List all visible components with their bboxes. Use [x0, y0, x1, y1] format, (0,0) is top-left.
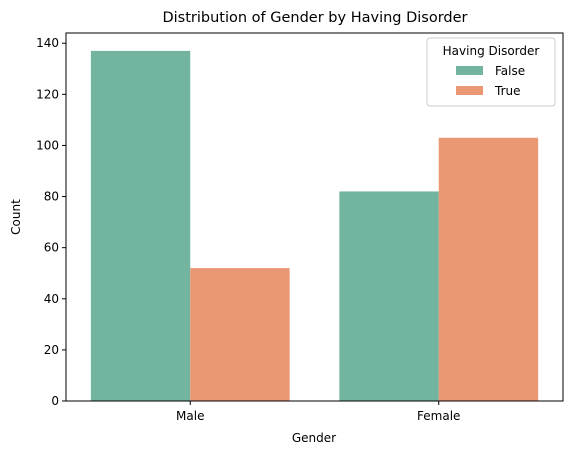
bar-female-false — [339, 191, 439, 401]
bar-male-true — [190, 268, 290, 401]
legend-items: False True — [456, 64, 525, 98]
y-tick-label: 140 — [36, 36, 59, 50]
x-tick-label: Male — [176, 409, 204, 423]
legend-swatch-false — [456, 66, 483, 75]
bars-layer — [90, 50, 539, 402]
y-tick-label: 0 — [51, 394, 59, 408]
y-tick-label: 20 — [44, 343, 59, 357]
y-tick-label: 80 — [44, 190, 59, 204]
legend-swatch-true — [456, 86, 483, 95]
y-axis-ticks: 0 20 40 60 80 100 120 140 — [36, 36, 66, 408]
bar-female-true — [438, 137, 539, 401]
x-tick-label: Female — [417, 409, 460, 423]
y-tick-label: 100 — [36, 138, 59, 152]
y-tick-label: 40 — [44, 292, 59, 306]
y-tick-label: 60 — [44, 241, 59, 255]
bar-male-false — [90, 50, 191, 402]
y-axis-label: Count — [9, 199, 23, 235]
x-axis-label: Gender — [292, 431, 336, 445]
y-tick-label: 120 — [36, 87, 59, 101]
chart-title: Distribution of Gender by Having Disorde… — [162, 10, 467, 26]
legend: Having Disorder False True — [426, 37, 556, 107]
legend-label-true: True — [494, 84, 521, 98]
plot-frame — [65, 32, 564, 402]
legend-title: Having Disorder — [443, 44, 540, 58]
x-axis-ticks: Male Female — [176, 401, 460, 423]
legend-label-false: False — [495, 64, 525, 78]
